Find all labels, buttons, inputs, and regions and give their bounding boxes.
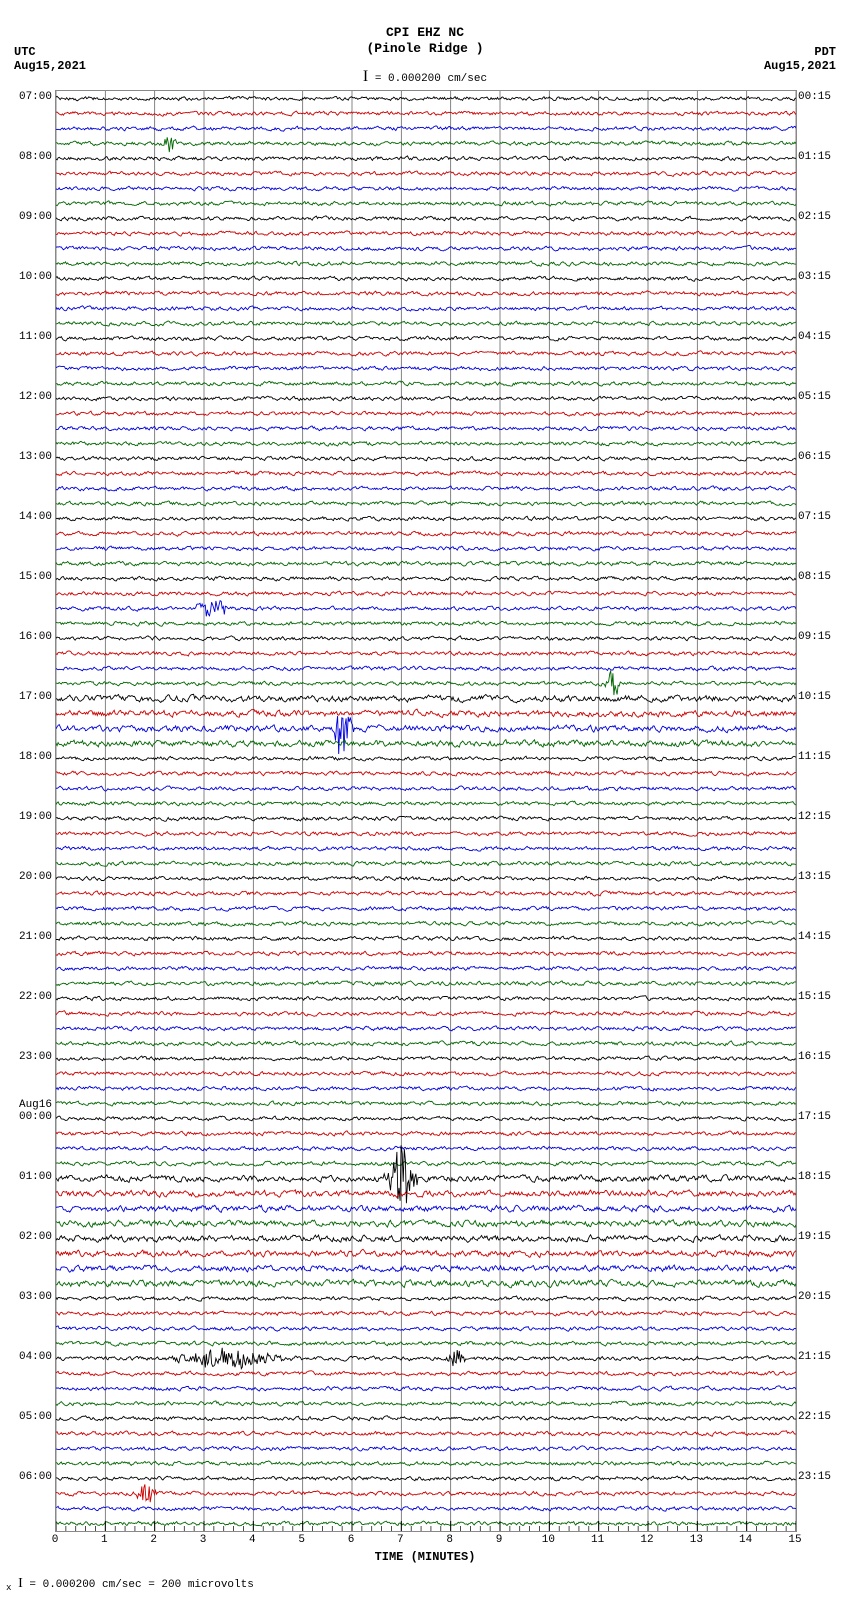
x-tick-label: 4	[249, 1534, 256, 1546]
x-tick-label: 12	[640, 1534, 653, 1546]
seismogram-plot	[55, 90, 797, 1532]
hour-label-right: 04:15	[798, 332, 846, 343]
hour-label-left: 11:00	[4, 332, 52, 343]
footer-scale-text: = 0.000200 cm/sec = 200 microvolts	[29, 1579, 253, 1591]
hour-label-right: 05:15	[798, 392, 846, 403]
hour-label-right: 15:15	[798, 992, 846, 1003]
x-tick-label: 15	[788, 1534, 801, 1546]
hour-label-right: 11:15	[798, 752, 846, 763]
scale-indicator-bottom: x I = 0.000200 cm/sec = 200 microvolts	[6, 1576, 254, 1593]
hour-label-left: 07:00	[4, 92, 52, 103]
x-tick-label: 5	[298, 1534, 305, 1546]
hour-label-right: 12:15	[798, 812, 846, 823]
hour-label-left: 03:00	[4, 1292, 52, 1303]
hour-label-right: 03:15	[798, 272, 846, 283]
x-tick-label: 7	[397, 1534, 404, 1546]
hour-label-left: 22:00	[4, 992, 52, 1003]
hour-label-left: 04:00	[4, 1352, 52, 1363]
hour-label-left: 20:00	[4, 872, 52, 883]
x-tick-label: 8	[446, 1534, 453, 1546]
hour-label-left: 16:00	[4, 632, 52, 643]
hour-label-right: 18:15	[798, 1172, 846, 1183]
hour-label-left: 12:00	[4, 392, 52, 403]
hour-label-right: 16:15	[798, 1052, 846, 1063]
x-tick-label: 10	[542, 1534, 555, 1546]
x-tick-label: 13	[690, 1534, 703, 1546]
x-tick-label: 2	[150, 1534, 157, 1546]
hour-label-left: 23:00	[4, 1052, 52, 1063]
scale-indicator-top: I = 0.000200 cm/sec	[0, 68, 850, 86]
hour-label-right: 17:15	[798, 1112, 846, 1123]
station-name: (Pinole Ridge )	[0, 41, 850, 57]
x-tick-label: 1	[101, 1534, 108, 1546]
hour-label-right: 07:15	[798, 512, 846, 523]
hour-label-right: 21:15	[798, 1352, 846, 1363]
day-label-left: Aug16	[4, 1100, 52, 1111]
hour-label-left: 17:00	[4, 692, 52, 703]
hour-label-right: 22:15	[798, 1412, 846, 1423]
scale-top-text: = 0.000200 cm/sec	[375, 73, 487, 85]
hour-label-right: 02:15	[798, 212, 846, 223]
hour-label-left: 02:00	[4, 1232, 52, 1243]
station-code: CPI EHZ NC	[0, 25, 850, 41]
hour-label-right: 23:15	[798, 1472, 846, 1483]
hour-label-left: 10:00	[4, 272, 52, 283]
hour-label-left: 15:00	[4, 572, 52, 583]
hour-label-right: 10:15	[798, 692, 846, 703]
x-tick-label: 0	[52, 1534, 59, 1546]
seismogram-svg	[56, 91, 796, 1531]
x-tick-label: 6	[348, 1534, 355, 1546]
x-tick-label: 11	[591, 1534, 604, 1546]
tz-right-label: PDT	[764, 45, 836, 59]
hour-label-right: 13:15	[798, 872, 846, 883]
hour-label-left: 19:00	[4, 812, 52, 823]
hour-label-left: 06:00	[4, 1472, 52, 1483]
hour-label-left: 13:00	[4, 452, 52, 463]
tz-left-label: UTC	[14, 45, 86, 59]
x-axis-title: TIME (MINUTES)	[0, 1550, 850, 1564]
hour-label-right: 09:15	[798, 632, 846, 643]
hour-label-right: 19:15	[798, 1232, 846, 1243]
hour-label-left: 01:00	[4, 1172, 52, 1183]
hour-label-left: 18:00	[4, 752, 52, 763]
hour-label-left: 08:00	[4, 152, 52, 163]
hour-label-right: 14:15	[798, 932, 846, 943]
x-tick-label: 3	[200, 1534, 207, 1546]
hour-label-left: 00:00	[4, 1112, 52, 1123]
hour-label-right: 08:15	[798, 572, 846, 583]
chart-title: CPI EHZ NC (Pinole Ridge )	[0, 25, 850, 56]
hour-label-right: 01:15	[798, 152, 846, 163]
hour-label-left: 05:00	[4, 1412, 52, 1423]
hour-label-left: 09:00	[4, 212, 52, 223]
hour-label-right: 06:15	[798, 452, 846, 463]
seismogram-container: CPI EHZ NC (Pinole Ridge ) UTC Aug15,202…	[0, 0, 850, 1613]
x-tick-label: 9	[496, 1534, 503, 1546]
x-tick-label: 14	[739, 1534, 752, 1546]
hour-label-left: 14:00	[4, 512, 52, 523]
hour-label-right: 00:15	[798, 92, 846, 103]
hour-label-right: 20:15	[798, 1292, 846, 1303]
hour-label-left: 21:00	[4, 932, 52, 943]
